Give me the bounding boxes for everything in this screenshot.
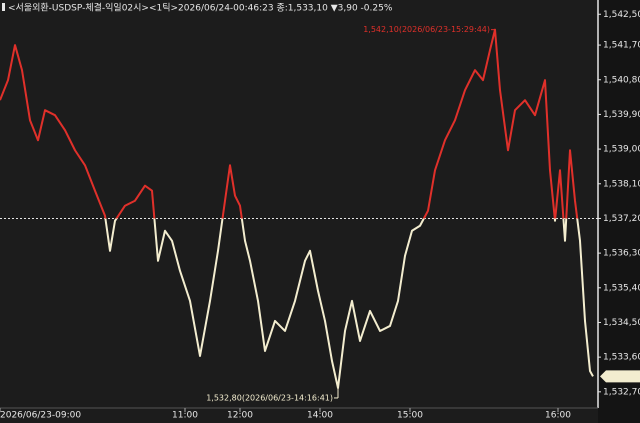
y-tick-label: 1,540,80 <box>603 75 640 85</box>
y-tick-label: 1,539,00 <box>603 145 640 155</box>
x-tick-label: 16:00 <box>545 411 571 421</box>
last-price-marker <box>600 370 640 383</box>
x-tick-label: 2026/06/23-09:00 <box>0 411 81 421</box>
x-tick-label: 12:00 <box>227 411 253 421</box>
y-tick-label: 1,534,50 <box>603 318 640 328</box>
y-tick-label: 1,532,70 <box>603 387 640 397</box>
chart-title: <서울외환-USDSP-체결-익일02시><1틱>2026/06/24-00:4… <box>8 2 393 14</box>
y-tick-label: 1,541,70 <box>603 41 640 51</box>
x-tick-label: 14:00 <box>307 411 333 421</box>
y-tick-label: 1,538,10 <box>603 179 640 189</box>
header-icon <box>2 3 5 11</box>
y-tick-label: 1,542,50 <box>603 10 640 20</box>
y-tick-label: 1,536,30 <box>603 249 640 259</box>
axis-panel <box>598 0 640 423</box>
y-tick-label: 1,539,90 <box>603 110 640 120</box>
price-line <box>0 28 594 389</box>
annotation-label: 1,542,10(2026/06/23-15:29:44) <box>363 25 490 34</box>
x-tick-label: 11:00 <box>172 411 198 421</box>
y-tick-label: 1,533,60 <box>603 353 640 363</box>
x-tick-label: 15:00 <box>397 411 423 421</box>
annotation-label: 1,532,80(2026/06/23-14:16:41) <box>206 393 333 402</box>
y-tick-label: 1,537,20 <box>603 214 640 224</box>
y-tick-label: 1,535,40 <box>603 283 640 293</box>
